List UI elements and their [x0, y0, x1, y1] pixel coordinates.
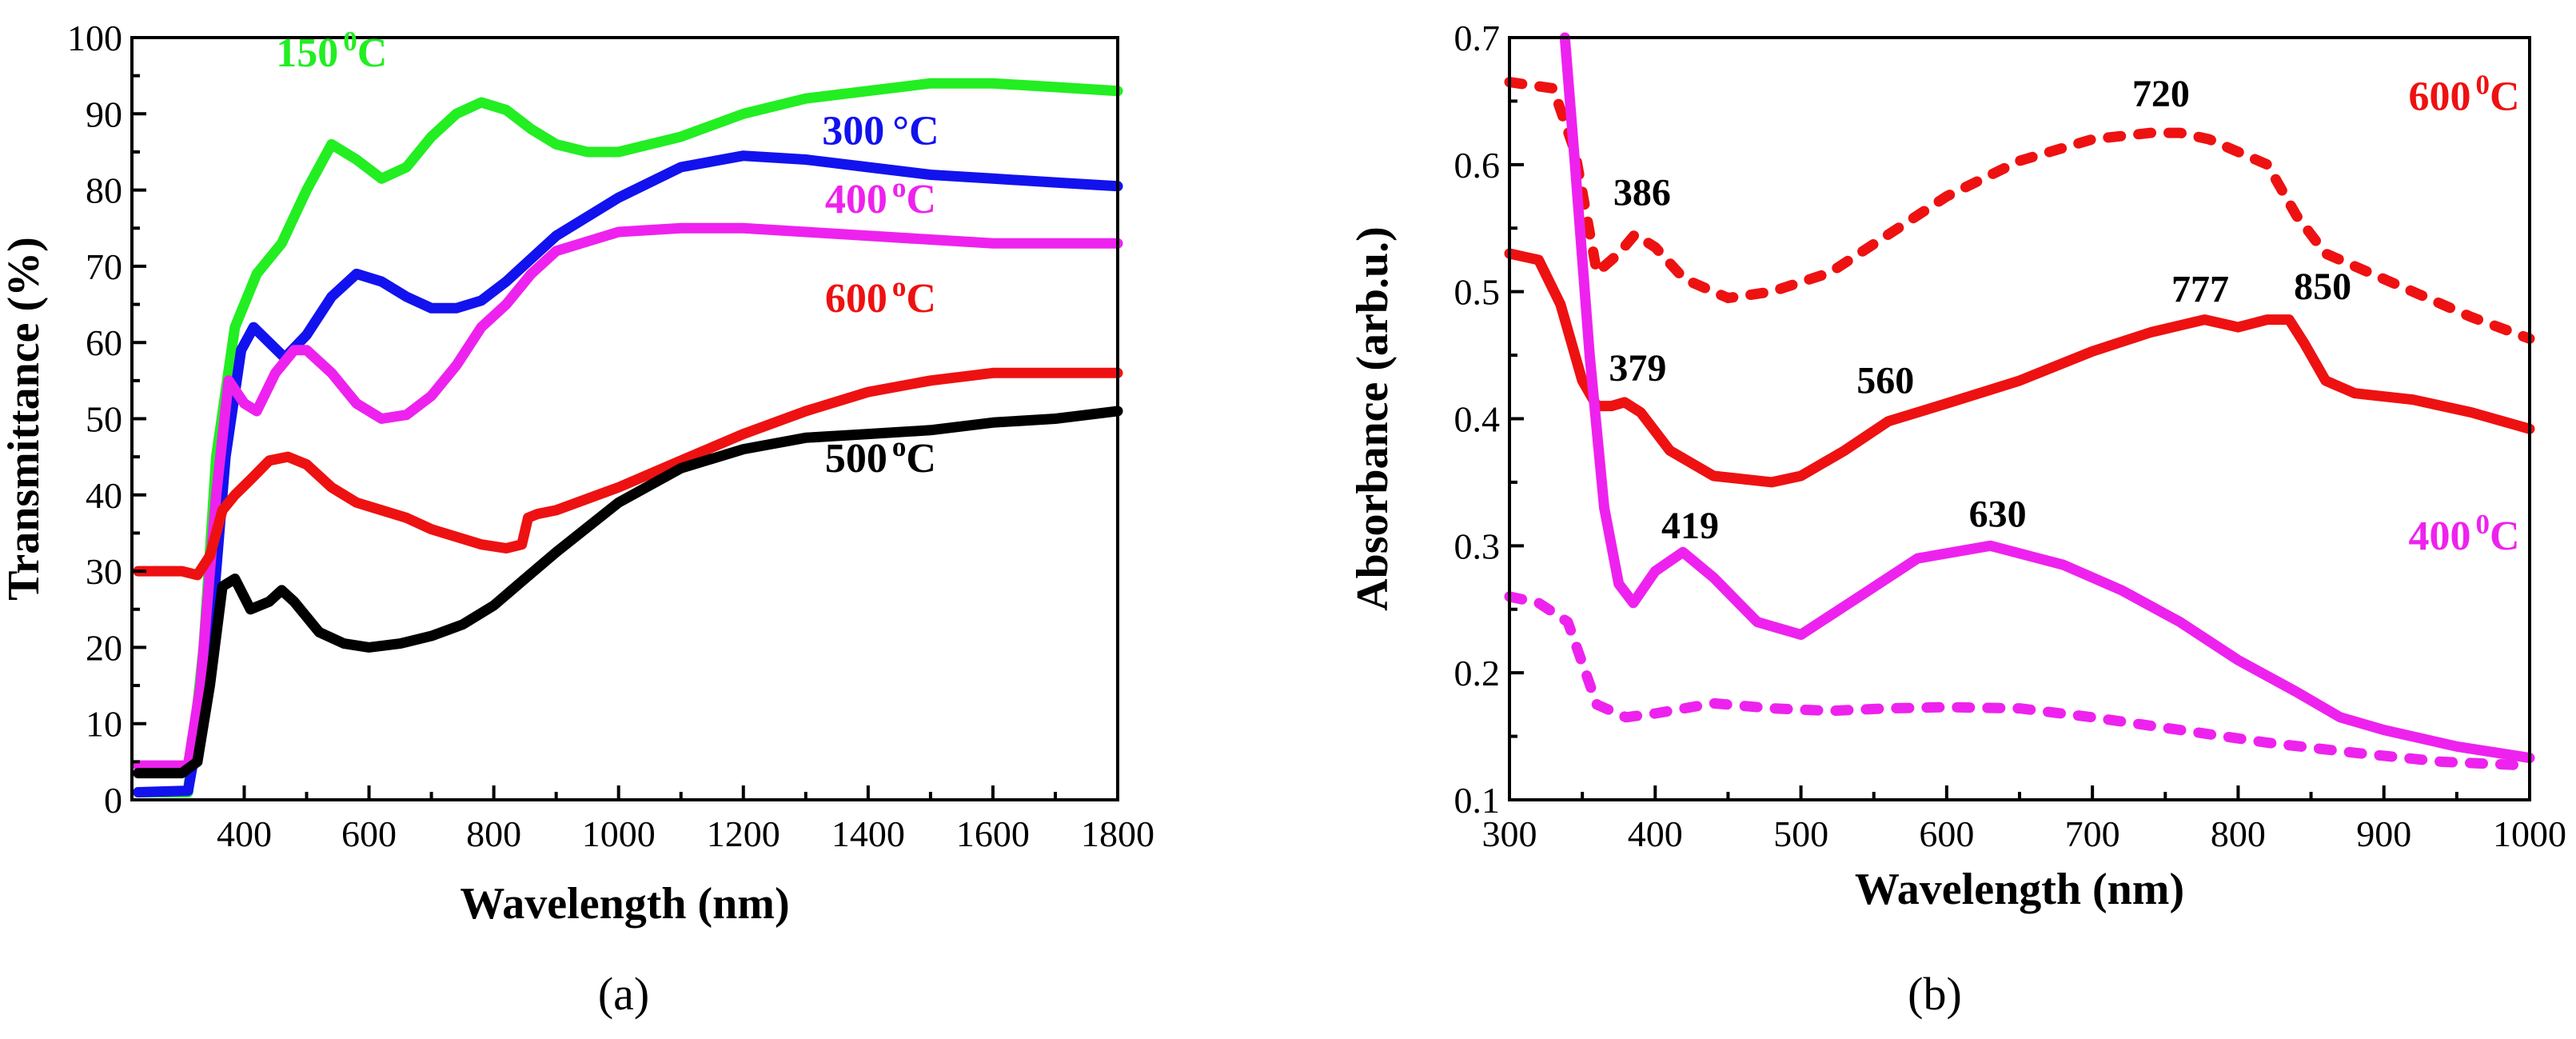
annotation-value: 150 — [276, 30, 338, 76]
annotation-unit: C — [2490, 514, 2520, 559]
panel-a-transmittance-chart: 400 600 800 1000 1200 1400 1600 180001020304050… — [0, 18, 1154, 1020]
annotation-b-5: 379 — [1609, 347, 1666, 390]
x-tick-label-b: 600 — [1919, 813, 1974, 854]
annotation-b-7: 419 — [1661, 505, 1719, 547]
y-tick-label-a: 70 — [86, 246, 122, 287]
series-line-b-3 — [1504, 591, 2535, 771]
annotation-unit: C — [2490, 74, 2520, 120]
annotation-b-6: 560 — [1856, 360, 1914, 402]
panel-label-a: (a) — [598, 968, 649, 1020]
annotation-value: 720 — [2132, 73, 2190, 115]
annotation-degree-sup: 0 — [343, 26, 357, 57]
y-tick-label-a: 100 — [67, 18, 122, 58]
x-tick-label-a: 1400 — [831, 813, 905, 854]
y-tick-label-a: 80 — [86, 170, 122, 211]
annotation-b-8: 630 — [1969, 494, 2027, 536]
annotation-a-4: 500 oC — [825, 431, 936, 482]
y-tick-label-a: 30 — [86, 551, 122, 592]
series-line-a-4 — [133, 406, 1123, 779]
x-tick-label-b: 900 — [2356, 813, 2411, 854]
annotation-value: 386 — [1613, 172, 1671, 214]
x-tick-label-b: 800 — [2211, 813, 2266, 854]
annotation-degree-sup: o — [892, 431, 907, 462]
annotation-value: 600 — [2408, 74, 2470, 120]
y-tick-label-b: 0.1 — [1454, 780, 1501, 821]
x-tick-label-b: 700 — [2065, 813, 2120, 854]
y-tick-label-a: 60 — [86, 322, 122, 363]
y-axis-title-a: Transmittance (%) — [0, 237, 49, 601]
annotation-a-2: 400 oC — [825, 172, 936, 222]
annotation-a-0: 150 0C — [276, 26, 387, 76]
y-tick-label-a: 10 — [86, 704, 122, 745]
annotation-b-9: 400 0C — [2408, 509, 2519, 559]
annotation-unit: C — [906, 276, 936, 322]
y-tick-label-b: 0.7 — [1454, 18, 1501, 58]
series-line-a-1 — [133, 150, 1123, 797]
annotation-b-2: 386 — [1613, 172, 1671, 214]
annotation-b-0: 720 — [2132, 73, 2190, 115]
x-tick-label-a: 1800 — [1081, 813, 1154, 854]
annotation-value: 400 — [2408, 514, 2470, 559]
x-tick-label-a: 1600 — [956, 813, 1030, 854]
x-tick-label-b: 400 — [1628, 813, 1683, 854]
y-tick-label-b: 0.4 — [1454, 399, 1501, 440]
annotation-degree-sup: o — [892, 271, 907, 302]
y-tick-label-a: 40 — [86, 475, 122, 516]
x-tick-label-a: 800 — [466, 813, 521, 854]
y-tick-label-b: 0.2 — [1454, 653, 1501, 693]
x-tick-label-b: 500 — [1773, 813, 1828, 854]
series-line-a-2 — [133, 222, 1123, 771]
x-axis-title-a: Wavelength (nm) — [460, 879, 789, 929]
panel-label-b: (b) — [1908, 968, 1962, 1020]
panel-b-absorbance-chart: 300 400 500 600 700 800 900 1000 0.1 0.2 0.3 0.4 0.5… — [1348, 18, 2566, 1020]
series-line-b-1 — [1504, 248, 2535, 488]
plot-frame-b — [1508, 36, 2531, 801]
series-line-a-3 — [133, 367, 1123, 581]
series-line-b-2 — [1559, 32, 2535, 764]
annotation-value: 560 — [1856, 360, 1914, 402]
y-tick-label-b: 0.3 — [1454, 525, 1501, 566]
annotation-b-4: 850 — [2294, 266, 2351, 308]
annotation-unit: °C — [892, 108, 939, 154]
annotation-value: 500 — [825, 436, 887, 482]
y-tick-label-a: 90 — [86, 94, 122, 134]
y-tick-label-b: 0.5 — [1454, 272, 1501, 313]
x-tick-label-a: 400 — [217, 813, 272, 854]
y-tick-label-a: 50 — [86, 399, 122, 440]
annotation-a-3: 600 oC — [825, 271, 936, 322]
x-tick-label-b: 300 — [1482, 813, 1537, 854]
y-tick-label-a: 20 — [86, 627, 122, 668]
annotation-value: 379 — [1609, 347, 1666, 390]
annotation-unit: C — [906, 177, 936, 222]
annotation-degree-sup: 0 — [2475, 70, 2490, 101]
annotation-value: 777 — [2171, 268, 2229, 310]
annotation-value: 400 — [825, 177, 887, 222]
annotation-degree-sup: o — [892, 172, 907, 203]
annotation-degree-sup: 0 — [2475, 509, 2490, 540]
annotation-value: 300 — [822, 108, 884, 154]
annotation-value: 600 — [825, 276, 887, 322]
y-tick-label-b: 0.6 — [1454, 145, 1501, 186]
y-axis-title-b: Absorbance (arb.u.) — [1348, 226, 1398, 611]
annotation-a-1: 300 °C — [822, 108, 939, 154]
series-line-a-0 — [133, 78, 1123, 797]
annotation-value: 419 — [1661, 505, 1719, 547]
annotation-b-3: 777 — [2171, 268, 2229, 310]
x-tick-label-a: 1000 — [582, 813, 656, 854]
x-tick-label-a: 1200 — [707, 813, 780, 854]
annotation-value: 850 — [2294, 266, 2351, 308]
x-tick-label-b: 1000 — [2493, 813, 2566, 854]
annotation-unit: C — [906, 436, 936, 482]
annotation-unit: C — [357, 30, 388, 76]
x-tick-label-a: 600 — [341, 813, 397, 854]
annotation-value: 630 — [1969, 494, 2027, 536]
x-axis-title-b: Wavelength (nm) — [1855, 865, 2184, 914]
annotation-b-1: 600 0C — [2408, 70, 2519, 120]
y-tick-label-a: 0 — [104, 780, 122, 821]
